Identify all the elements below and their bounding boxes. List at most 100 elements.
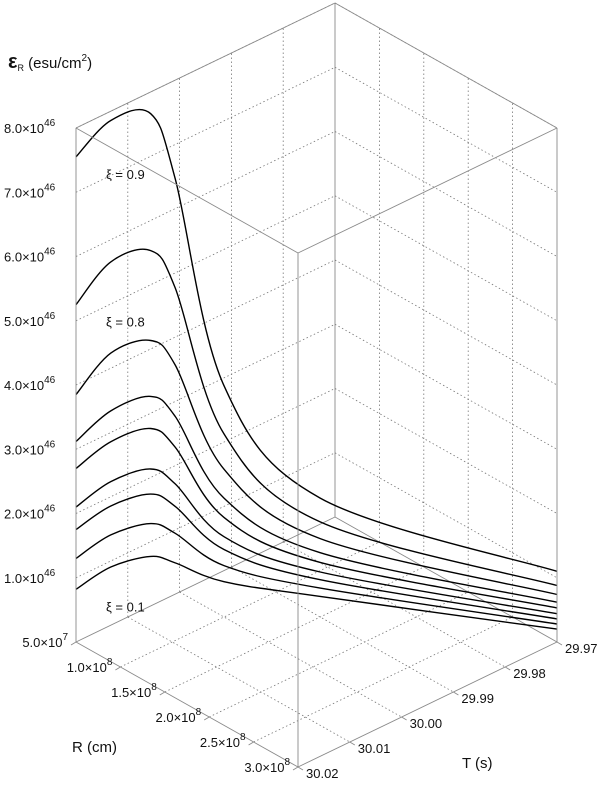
z-axis-unit: (esu/cm <box>24 55 82 72</box>
box-edge-floor-back <box>334 516 558 643</box>
z-tick-label: 7.0×1046 <box>4 182 56 200</box>
series-line-xi-0-5 <box>75 427 558 609</box>
grid-z-back-wall <box>334 195 558 322</box>
z-axis-unit-sup: 2 <box>82 53 88 64</box>
series-line-xi-0-2 <box>75 522 558 625</box>
r-tick-mark <box>248 741 254 746</box>
grid-z-back-wall <box>334 323 558 450</box>
box-edge-top-left <box>75 2 336 129</box>
t-tick-mark <box>297 766 304 771</box>
r-tick-mark <box>292 766 299 771</box>
r-axis-title: R (cm) <box>72 739 117 756</box>
r-tick-mantissa: 2.5×10 <box>200 735 240 750</box>
r-tick-mark <box>115 666 121 671</box>
r-tick-label: 3.0×108 <box>244 757 290 775</box>
r-tick-label: 2.0×108 <box>156 707 202 725</box>
grid-floor-t <box>283 541 506 668</box>
t-tick-mark <box>349 741 356 746</box>
r-tick-label: 5.0×107 <box>22 632 68 650</box>
z-tick-mantissa: 4.0×10 <box>4 378 44 393</box>
r-tick-mantissa: 1.0×10 <box>67 660 107 675</box>
z-tick-mantissa: 3.0×10 <box>4 442 44 457</box>
z-tick-mantissa: 5.0×10 <box>4 314 44 329</box>
r-tick-exponent: 8 <box>240 732 246 743</box>
t-tick-label: 29.98 <box>513 666 546 681</box>
z-tick-label: 6.0×1046 <box>4 247 56 265</box>
grid-floor-r <box>209 591 469 718</box>
r-tick-label: 2.5×108 <box>200 732 246 750</box>
grid-z-left-wall <box>75 388 336 514</box>
t-tick-label: 30.02 <box>306 766 339 781</box>
z-axis-subscript: R <box>18 63 25 73</box>
z-tick-mantissa: 2.0×10 <box>4 507 44 522</box>
grid-floor-t <box>179 591 402 718</box>
series-line-xi-0-9 <box>75 108 558 572</box>
r-tick-mark <box>70 641 77 646</box>
z-tick-exponent: 46 <box>44 439 56 450</box>
z-tick-exponent: 46 <box>44 311 56 322</box>
series-line-xi-0-3 <box>75 493 558 620</box>
r-tick-mark <box>203 716 210 721</box>
r-tick-mantissa: 2.0×10 <box>156 710 196 725</box>
r-tick-exponent: 8 <box>196 707 202 718</box>
box-edge-floor-right <box>297 641 558 768</box>
series-line-xi-0-1 <box>75 555 558 630</box>
r-tick-exponent: 8 <box>151 682 157 693</box>
grid-floor-t <box>127 616 350 743</box>
series-curves <box>75 108 558 630</box>
z-axis-symbol: ε <box>8 51 18 73</box>
box-edge-top-back <box>334 2 558 129</box>
box-back-edges <box>75 3 558 643</box>
t-tick-mark <box>401 716 407 721</box>
tick-labels: 1.0×10462.0×10463.0×10464.0×10465.0×1046… <box>4 118 598 781</box>
r-tick-exponent: 8 <box>107 657 113 668</box>
box-edge-floor-left <box>75 516 336 643</box>
z-tick-exponent: 46 <box>44 375 56 386</box>
t-tick-label: 29.97 <box>565 641 598 656</box>
box-edge-top-front <box>75 127 299 254</box>
r-tick-label: 1.5×108 <box>111 682 157 700</box>
r-tick-mantissa: 3.0×10 <box>244 760 284 775</box>
z-tick-exponent: 46 <box>44 568 56 579</box>
grid-z-back-wall <box>334 131 558 257</box>
z-tick-exponent: 46 <box>44 504 56 515</box>
z-tick-mantissa: 1.0×10 <box>4 571 44 586</box>
grid-z-left-wall <box>75 323 336 450</box>
series-label-xi: ξ = 0.8 <box>106 315 145 330</box>
z-tick-label: 4.0×1046 <box>4 375 56 393</box>
t-tick-label: 29.99 <box>461 691 494 706</box>
z-tick-label: 5.0×1046 <box>4 311 56 329</box>
z-tick-exponent: 46 <box>44 247 56 258</box>
z-tick-exponent: 46 <box>44 182 56 193</box>
grid-z-left-wall <box>75 452 336 579</box>
series-line-xi-0-7 <box>75 339 558 596</box>
grid-lines <box>75 2 558 743</box>
series-line-xi-0-6 <box>75 395 558 603</box>
grid-z-back-wall <box>334 259 558 386</box>
box-front-edges <box>70 2 563 771</box>
grid-z-back-wall <box>334 452 558 579</box>
r-tick-mantissa: 5.0×10 <box>22 635 62 650</box>
t-tick-label: 30.01 <box>358 741 391 756</box>
z-tick-label: 3.0×1046 <box>4 439 56 457</box>
t-tick-mark <box>556 641 563 646</box>
grid-floor-r <box>253 616 513 743</box>
z-tick-mantissa: 6.0×10 <box>4 250 44 265</box>
grid-floor-t <box>231 566 454 693</box>
t-tick-mark <box>453 691 459 696</box>
z-tick-label: 8.0×1046 <box>4 118 56 136</box>
t-axis-title: T (s) <box>462 755 493 772</box>
series-line-xi-0-8 <box>75 248 558 587</box>
box-edge-top-right <box>297 127 558 254</box>
z-tick-exponent: 46 <box>44 118 56 129</box>
r-tick-mantissa: 1.5×10 <box>111 685 151 700</box>
r-tick-label: 1.0×108 <box>67 657 113 675</box>
z-tick-mantissa: 7.0×10 <box>4 185 44 200</box>
grid-floor-r <box>164 566 424 693</box>
series-label-xi: ξ = 0.1 <box>106 599 145 614</box>
t-tick-mark <box>504 666 511 671</box>
grid-z-back-wall <box>334 66 558 193</box>
z-tick-label: 1.0×1046 <box>4 568 56 586</box>
z-tick-mantissa: 8.0×10 <box>4 121 44 136</box>
